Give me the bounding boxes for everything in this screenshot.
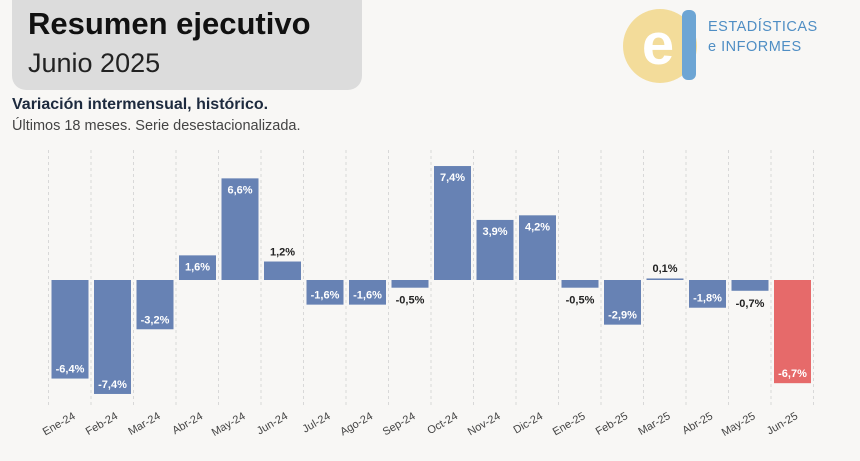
data-label: 3,9% bbox=[482, 226, 507, 238]
data-label: -1,8% bbox=[693, 293, 722, 305]
x-tick-label: Dic-24 bbox=[511, 410, 545, 436]
x-tick-label: Jul-24 bbox=[301, 410, 333, 435]
data-label: -1,6% bbox=[353, 290, 382, 302]
x-tick-label: Abr-25 bbox=[680, 410, 715, 437]
bar-mar-25 bbox=[646, 278, 684, 280]
bar-feb-24 bbox=[94, 280, 131, 394]
data-label: -7,4% bbox=[98, 379, 127, 391]
x-tick-label: Nov-24 bbox=[466, 410, 503, 438]
bar-may-24 bbox=[221, 178, 259, 280]
x-tick-label: Feb-25 bbox=[594, 410, 630, 438]
data-label: -6,7% bbox=[778, 368, 807, 380]
x-tick-label: May-24 bbox=[210, 410, 248, 439]
data-label: 1,2% bbox=[270, 247, 295, 259]
bar-jun-24 bbox=[264, 261, 301, 280]
x-tick-label: Sep-24 bbox=[381, 410, 418, 438]
x-tick-label: Oct-24 bbox=[425, 410, 460, 437]
bar-feb-25 bbox=[604, 280, 641, 325]
data-label: -3,2% bbox=[141, 314, 170, 326]
bar-mar-24 bbox=[136, 280, 174, 330]
bar-jul-24 bbox=[306, 280, 344, 305]
data-label: -0,5% bbox=[566, 295, 595, 307]
logo: e ESTADÍSTICAS e INFORMES bbox=[622, 6, 852, 86]
bar-ago-24 bbox=[349, 280, 386, 305]
x-tick-label: Ene-24 bbox=[41, 410, 78, 438]
logo-line1: ESTADÍSTICAS bbox=[708, 19, 818, 35]
bar-abr-25 bbox=[689, 280, 726, 308]
x-tick-label: Mar-24 bbox=[126, 410, 162, 438]
chart-title: Variación intermensual, histórico. bbox=[12, 96, 269, 113]
x-tick-label: Ago-24 bbox=[338, 410, 375, 438]
bar-ene-25 bbox=[561, 280, 599, 288]
x-tick-label: May-25 bbox=[720, 410, 758, 439]
data-label: 1,6% bbox=[185, 261, 210, 273]
data-label: 4,2% bbox=[525, 221, 550, 233]
data-label: 6,6% bbox=[227, 184, 252, 196]
bar-ene-24 bbox=[51, 280, 89, 379]
bar-nov-24 bbox=[476, 219, 514, 280]
logo-mark-letter: e bbox=[642, 12, 674, 77]
bar-dic-24 bbox=[519, 215, 556, 280]
chart-subtitle: Últimos 18 meses. Serie desestacionaliza… bbox=[12, 118, 301, 134]
x-tick-label: Ene-25 bbox=[551, 410, 588, 438]
data-label: -0,5% bbox=[396, 295, 425, 307]
header-box: Resumen ejecutivo Junio 2025 bbox=[12, 0, 362, 90]
data-label: -1,6% bbox=[311, 290, 340, 302]
x-tick-label: Abr-24 bbox=[170, 410, 205, 437]
bar-may-25 bbox=[731, 280, 769, 291]
data-label: -0,7% bbox=[736, 298, 765, 310]
x-tick-label: Mar-25 bbox=[636, 410, 672, 438]
data-label: -2,9% bbox=[608, 310, 637, 322]
logo-mark-icon: e bbox=[623, 9, 697, 83]
bar-jun-25 bbox=[774, 280, 811, 384]
data-label: -6,4% bbox=[56, 364, 85, 376]
x-tick-label: Jun-25 bbox=[765, 410, 800, 437]
logo-line2: e INFORMES bbox=[708, 39, 802, 55]
x-tick-label: Jun-24 bbox=[255, 410, 290, 437]
bar-sep-24 bbox=[391, 280, 429, 288]
page-title: Resumen ejecutivo bbox=[28, 6, 311, 41]
bar-abr-24 bbox=[179, 255, 216, 280]
data-label: 0,1% bbox=[652, 263, 677, 275]
bar-oct-24 bbox=[434, 166, 471, 280]
x-tick-label: Feb-24 bbox=[84, 410, 120, 438]
page-period: Junio 2025 bbox=[28, 48, 161, 78]
data-label: 7,4% bbox=[440, 172, 465, 184]
